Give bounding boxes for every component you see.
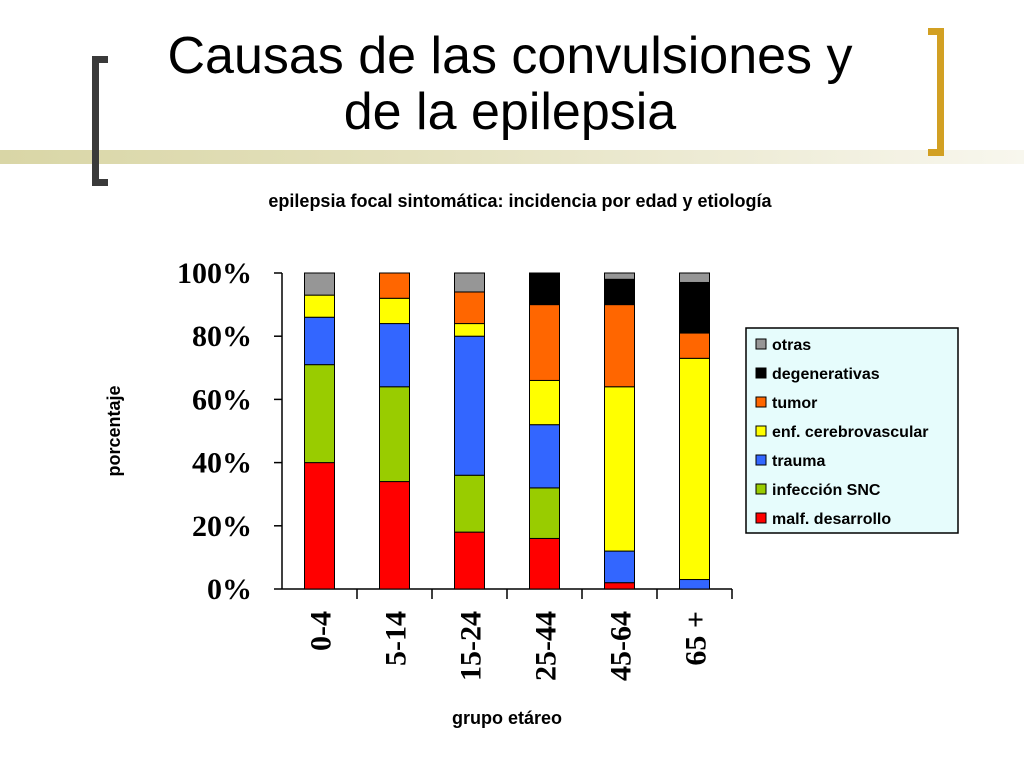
bar-segment — [529, 304, 560, 381]
bar-segment — [454, 291, 485, 325]
bar-segment — [604, 272, 635, 280]
bar-segment — [604, 550, 635, 584]
bar-segment — [304, 316, 335, 366]
x-tick-label: 65 + — [680, 611, 713, 666]
bar-segment — [304, 272, 335, 296]
legend-label: malf. desarrollo — [772, 511, 891, 528]
bar-segment — [304, 462, 335, 590]
x-tick-label: 15-24 — [455, 611, 488, 681]
legend-swatch — [755, 396, 767, 408]
bar-segment — [529, 424, 560, 489]
legend-label: trauma — [772, 453, 825, 470]
bar-segment — [679, 272, 710, 283]
right-bracket-decoration — [928, 28, 944, 156]
bar-segment — [679, 579, 710, 590]
legend-swatch — [755, 483, 767, 495]
bar-segment — [529, 537, 560, 590]
bar-segment — [604, 582, 635, 590]
legend-label: degenerativas — [772, 366, 880, 383]
slide-title-line-2: de la epilepsia — [343, 83, 677, 141]
legend-swatch — [755, 367, 767, 379]
legend-swatch — [755, 454, 767, 466]
bar-segment — [529, 487, 560, 539]
legend-label: infección SNC — [772, 482, 881, 499]
y-axis-label: porcentaje — [104, 385, 124, 476]
slide-title-line-1: Causas de las convulsiones y — [167, 27, 853, 85]
x-tick-label: 0-4 — [305, 611, 338, 651]
legend: otras degenerativas tumor enf. cerebrovascu… — [745, 327, 959, 534]
y-tick-label: 20% — [192, 510, 252, 543]
slide-title: Causas de las convulsiones y de la epile… — [120, 28, 900, 140]
bar-segment — [604, 304, 635, 388]
x-tick-label: 45-64 — [605, 611, 638, 681]
legend-swatch — [755, 512, 767, 524]
legend-box — [745, 327, 959, 534]
bar-segment — [379, 386, 410, 483]
y-tick-label: 60% — [192, 383, 252, 416]
y-tick-label: 40% — [192, 447, 252, 480]
bar-segment — [379, 481, 410, 590]
bar-segment — [604, 278, 635, 306]
left-bracket-decoration — [92, 56, 108, 186]
bar-segment — [454, 272, 485, 293]
bar-segment — [304, 294, 335, 318]
bar-segment — [379, 297, 410, 325]
bar-segment — [454, 474, 485, 533]
plot-area: 0% 20% 40% 60% 80% 100% 0-4 5-14 15-24 25-44 45-64… — [177, 257, 733, 681]
y-tick-label: 80% — [192, 320, 252, 353]
bar-segment — [304, 364, 335, 464]
x-tick-label: 25-44 — [530, 611, 563, 681]
bar-segment — [679, 357, 710, 581]
bar-segment — [529, 272, 560, 306]
bar-segment — [604, 386, 635, 552]
y-tick-label: 0% — [207, 573, 252, 606]
bar-segment — [454, 323, 485, 337]
decorative-band — [0, 150, 1024, 164]
legend-label: tumor — [772, 395, 817, 412]
legend-label: otras — [772, 337, 811, 354]
bar-segment — [454, 335, 485, 476]
legend-label: enf. cerebrovascular — [772, 424, 929, 441]
legend-swatch — [755, 338, 767, 350]
bar-segment — [379, 323, 410, 388]
bar-segment — [679, 281, 710, 334]
x-tick-label: 5-14 — [380, 611, 413, 666]
bar-segment — [679, 332, 710, 359]
x-axis-label: grupo etáreo — [452, 708, 562, 728]
legend-swatch — [755, 425, 767, 437]
bar-segment — [529, 379, 560, 426]
chart-title: epilepsia focal sintomática: incidencia … — [268, 191, 772, 211]
bar-segment — [454, 531, 485, 590]
y-tick-label: 100% — [177, 257, 252, 290]
bar-segment — [379, 272, 410, 299]
